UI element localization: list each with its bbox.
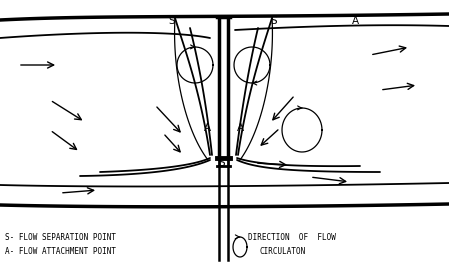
- Text: S- FLOW SEPARATION POINT: S- FLOW SEPARATION POINT: [5, 232, 116, 242]
- Text: CIRCULATON: CIRCULATON: [260, 247, 306, 255]
- Text: S: S: [169, 16, 175, 26]
- Text: S: S: [219, 158, 225, 168]
- Text: S: S: [271, 16, 277, 26]
- Text: A: A: [237, 123, 243, 133]
- Text: A: A: [352, 16, 359, 26]
- Text: DIRECTION  OF  FLOW: DIRECTION OF FLOW: [248, 232, 336, 242]
- Bar: [220, 17, 228, 158]
- Text: A: A: [203, 123, 211, 133]
- Text: A- FLOW ATTACHMENT POINT: A- FLOW ATTACHMENT POINT: [5, 247, 116, 255]
